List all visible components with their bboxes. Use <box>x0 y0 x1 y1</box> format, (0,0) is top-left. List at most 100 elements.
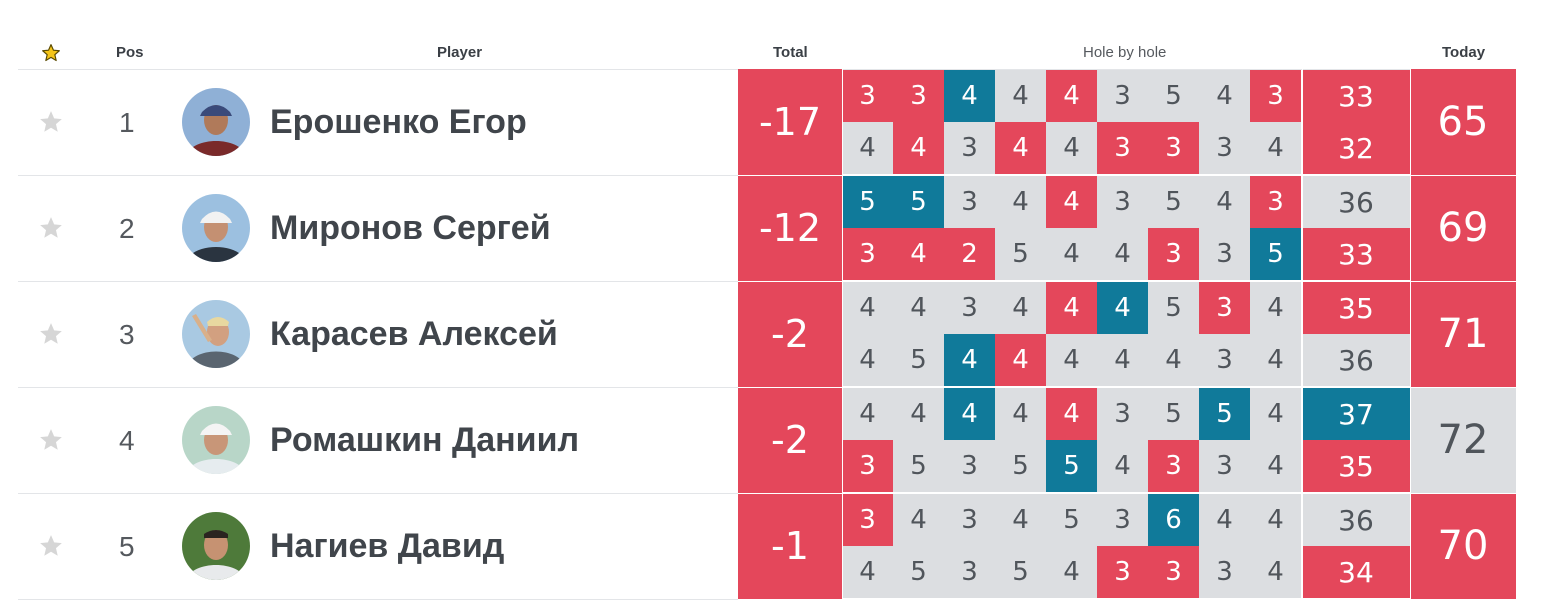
hole-score: 3 <box>1199 282 1250 334</box>
hole-score: 5 <box>1148 282 1199 334</box>
player-name[interactable]: Миронов Сергей <box>270 209 551 247</box>
hole-score: 4 <box>1046 334 1097 386</box>
today-score: 65 <box>1410 69 1516 175</box>
hole-score: 4 <box>995 494 1046 546</box>
player-name[interactable]: Ромашкин Даниил <box>270 421 580 459</box>
hole-score: 4 <box>842 334 893 386</box>
hole-score: 4 <box>944 388 995 440</box>
hole-score: 4 <box>1199 70 1250 122</box>
hole-score: 4 <box>842 388 893 440</box>
hole-score: 6 <box>1148 494 1199 546</box>
hole-score: 4 <box>1097 334 1148 386</box>
hole-score: 4 <box>1046 70 1097 122</box>
hole-score: 5 <box>1046 440 1097 492</box>
player-position: 3 <box>119 319 135 350</box>
column-divider <box>1410 69 1411 599</box>
hole-score: 4 <box>842 122 893 174</box>
hole-score: 4 <box>893 122 944 174</box>
hole-score: 5 <box>893 176 944 228</box>
hole-score: 4 <box>1250 494 1301 546</box>
favorite-star-icon[interactable] <box>38 321 64 347</box>
hole-score: 4 <box>893 282 944 334</box>
player-row[interactable]: 1 Ерошенко Егор <box>18 69 738 176</box>
player-avatar <box>182 300 250 368</box>
player-row[interactable]: 3 Карасев Алексей <box>18 281 738 388</box>
player-name[interactable]: Ерошенко Егор <box>270 103 527 141</box>
header-player[interactable]: Player <box>437 44 483 61</box>
player-row[interactable]: 5 Нагиев Давид <box>18 493 738 600</box>
hole-score: 4 <box>1250 546 1301 598</box>
hole-score: 4 <box>1046 388 1097 440</box>
hole-score: 4 <box>1097 228 1148 280</box>
favorite-star-icon[interactable] <box>38 215 64 241</box>
hole-score: 3 <box>944 440 995 492</box>
hole-score: 3 <box>842 228 893 280</box>
player-row[interactable]: 2 Миронов Сергей <box>18 175 738 282</box>
hole-score: 5 <box>893 546 944 598</box>
hole-score: 3 <box>1097 388 1148 440</box>
player-name[interactable]: Карасев Алексей <box>270 315 558 353</box>
hole-score: 5 <box>893 334 944 386</box>
hole-score: 3 <box>1199 122 1250 174</box>
hole-score: 4 <box>1250 388 1301 440</box>
hole-score: 3 <box>1199 440 1250 492</box>
player-row[interactable]: 4 Ромашкин Даниил <box>18 387 738 494</box>
row-divider <box>738 387 1516 388</box>
hole-score: 4 <box>1046 282 1097 334</box>
today-score: 70 <box>1410 493 1516 599</box>
header-total[interactable]: Total <box>773 44 808 61</box>
hole-score: 3 <box>944 176 995 228</box>
hole-score: 4 <box>995 176 1046 228</box>
hole-score: 4 <box>1250 282 1301 334</box>
hole-score: 4 <box>1046 122 1097 174</box>
hole-score: 3 <box>1097 70 1148 122</box>
player-name[interactable]: Нагиев Давид <box>270 527 505 565</box>
hole-score: 4 <box>893 388 944 440</box>
hole-score: 2 <box>944 228 995 280</box>
hole-score: 3 <box>1199 228 1250 280</box>
total-score: -2 <box>738 281 842 387</box>
round-sum: 36 <box>1302 494 1410 546</box>
hole-score: 4 <box>1250 122 1301 174</box>
total-score: -12 <box>738 175 842 281</box>
header-today[interactable]: Today <box>1442 44 1486 61</box>
hole-score: 3 <box>842 70 893 122</box>
hole-score: 4 <box>1046 176 1097 228</box>
today-score: 69 <box>1410 175 1516 281</box>
hole-score: 3 <box>1097 176 1148 228</box>
player-avatar <box>182 88 250 156</box>
round-sum: 33 <box>1302 228 1410 280</box>
hole-score: 4 <box>1097 440 1148 492</box>
favorite-star-icon[interactable] <box>38 109 64 135</box>
total-score: -17 <box>738 69 842 175</box>
round-sum: 35 <box>1302 282 1410 334</box>
hole-score: 3 <box>1199 546 1250 598</box>
hole-score: 4 <box>893 494 944 546</box>
hole-score: 4 <box>1199 176 1250 228</box>
round-sum: 35 <box>1302 440 1410 492</box>
hole-score: 4 <box>1148 334 1199 386</box>
favorite-star-icon[interactable] <box>38 533 64 559</box>
hole-score: 4 <box>1199 494 1250 546</box>
round-sum: 33 <box>1302 70 1410 122</box>
hole-score: 4 <box>944 334 995 386</box>
header-pos[interactable]: Pos <box>116 44 144 61</box>
hole-score: 3 <box>1250 176 1301 228</box>
hole-score: 5 <box>1250 228 1301 280</box>
hole-score: 3 <box>944 282 995 334</box>
hole-score: 3 <box>1097 546 1148 598</box>
column-divider <box>1302 69 1303 599</box>
hole-score: 5 <box>1148 388 1199 440</box>
player-position: 2 <box>119 213 135 244</box>
hole-score: 3 <box>1250 70 1301 122</box>
column-divider <box>842 69 843 599</box>
player-position: 5 <box>119 531 135 562</box>
favorite-star-icon[interactable] <box>38 427 64 453</box>
round-sum: 34 <box>1302 546 1410 598</box>
hole-score: 3 <box>842 440 893 492</box>
hole-score: 4 <box>842 282 893 334</box>
hole-score: 3 <box>1097 122 1148 174</box>
player-avatar <box>182 512 250 580</box>
hole-score: 3 <box>1199 334 1250 386</box>
favorites-header-star-icon[interactable] <box>41 43 61 63</box>
